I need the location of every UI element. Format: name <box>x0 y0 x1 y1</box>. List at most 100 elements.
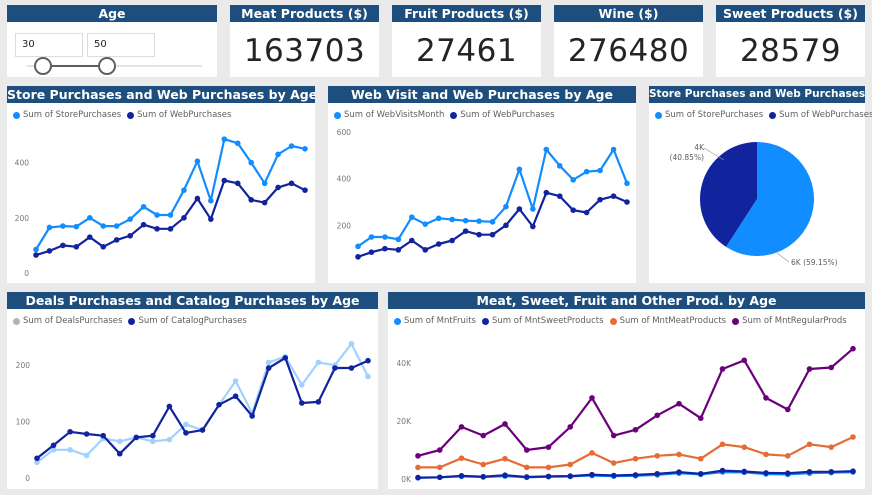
data-point[interactable] <box>436 474 443 481</box>
legend-item[interactable]: Sum of WebVisitsMonth <box>334 110 444 120</box>
legend-item[interactable]: Sum of MntFruits <box>394 316 476 326</box>
series-line[interactable] <box>357 148 629 248</box>
data-point[interactable] <box>348 340 355 347</box>
data-point[interactable] <box>232 378 239 384</box>
data-point[interactable] <box>166 436 173 443</box>
data-point[interactable] <box>624 180 630 187</box>
data-point[interactable] <box>624 199 630 205</box>
data-point[interactable] <box>503 222 509 229</box>
series-line[interactable] <box>417 347 854 457</box>
legend-item[interactable]: Sum of MntSweetProducts <box>482 316 604 326</box>
data-point[interactable] <box>850 434 856 440</box>
data-point[interactable] <box>719 441 726 448</box>
data-point[interactable] <box>181 215 187 221</box>
data-point[interactable] <box>458 473 465 479</box>
data-point[interactable] <box>127 216 133 222</box>
data-point[interactable] <box>33 252 39 258</box>
data-point[interactable] <box>150 438 156 445</box>
slider-min-handle[interactable] <box>34 57 52 75</box>
data-point[interactable] <box>632 472 639 478</box>
data-point[interactable] <box>597 167 603 174</box>
store-web-chart[interactable]: Store Purchases and Web Purchases by Age… <box>7 86 315 283</box>
data-point[interactable] <box>556 163 563 169</box>
data-point[interactable] <box>697 415 704 421</box>
data-point[interactable] <box>502 421 508 427</box>
data-point[interactable] <box>154 226 160 232</box>
data-point[interactable] <box>194 195 201 202</box>
data-point[interactable] <box>589 450 595 456</box>
data-point[interactable] <box>299 382 305 388</box>
data-point[interactable] <box>261 180 268 187</box>
data-point[interactable] <box>545 473 552 480</box>
data-point[interactable] <box>248 159 254 166</box>
products-chart[interactable]: Meat, Sweet, Fruit and Other Prod. by Ag… <box>388 292 865 489</box>
data-point[interactable] <box>100 223 107 229</box>
legend-item[interactable]: Sum of MntMeatProducts <box>609 316 726 326</box>
data-point[interactable] <box>409 237 415 244</box>
data-point[interactable] <box>181 187 187 193</box>
data-point[interactable] <box>850 345 856 352</box>
data-point[interactable] <box>355 243 361 250</box>
data-point[interactable] <box>654 412 661 419</box>
data-point[interactable] <box>719 366 726 372</box>
data-point[interactable] <box>368 234 375 240</box>
data-point[interactable] <box>261 199 268 206</box>
data-point[interactable] <box>545 444 552 450</box>
data-point[interactable] <box>567 461 574 468</box>
data-point[interactable] <box>545 464 552 471</box>
data-point[interactable] <box>221 177 228 184</box>
data-point[interactable] <box>150 432 156 439</box>
data-point[interactable] <box>183 421 189 428</box>
data-point[interactable] <box>208 216 214 222</box>
data-point[interactable] <box>610 472 617 479</box>
data-point[interactable] <box>806 441 813 448</box>
data-point[interactable] <box>476 218 482 224</box>
data-point[interactable] <box>140 221 147 228</box>
data-point[interactable] <box>73 243 80 250</box>
data-point[interactable] <box>116 450 123 457</box>
data-point[interactable] <box>83 452 90 459</box>
data-point[interactable] <box>741 468 748 475</box>
data-point[interactable] <box>828 444 835 450</box>
data-point[interactable] <box>784 453 791 459</box>
data-point[interactable] <box>140 203 147 210</box>
legend-item[interactable]: Sum of WebPurchases <box>127 110 231 120</box>
data-point[interactable] <box>382 245 388 252</box>
data-point[interactable] <box>87 215 93 221</box>
data-point[interactable] <box>503 203 509 210</box>
data-point[interactable] <box>462 217 469 224</box>
data-point[interactable] <box>828 468 835 475</box>
data-point[interactable] <box>567 424 574 430</box>
data-point[interactable] <box>502 472 508 479</box>
data-point[interactable] <box>382 234 388 240</box>
data-point[interactable] <box>489 231 496 238</box>
data-point[interactable] <box>458 424 465 430</box>
data-point[interactable] <box>806 366 813 372</box>
data-point[interactable] <box>676 451 682 458</box>
data-point[interactable] <box>589 395 595 401</box>
data-point[interactable] <box>763 470 769 476</box>
legend-item[interactable]: Sum of MntRegularProds <box>732 316 847 326</box>
data-point[interactable] <box>33 246 39 253</box>
data-point[interactable] <box>516 206 523 212</box>
data-point[interactable] <box>232 393 239 400</box>
data-point[interactable] <box>127 232 133 239</box>
data-point[interactable] <box>348 365 355 371</box>
data-point[interactable] <box>265 359 272 366</box>
data-point[interactable] <box>476 231 482 238</box>
data-point[interactable] <box>50 447 57 453</box>
data-point[interactable] <box>422 221 429 227</box>
data-point[interactable] <box>34 455 40 462</box>
data-point[interactable] <box>50 442 57 449</box>
data-point[interactable] <box>116 438 123 445</box>
data-point[interactable] <box>610 193 617 199</box>
data-point[interactable] <box>583 209 590 216</box>
data-point[interactable] <box>288 180 295 187</box>
data-point[interactable] <box>654 470 661 477</box>
deals-catalog-chart[interactable]: Deals Purchases and Catalog Purchases by… <box>7 292 378 489</box>
data-point[interactable] <box>530 223 536 230</box>
data-point[interactable] <box>436 447 443 453</box>
pie-slice-web[interactable] <box>699 142 757 247</box>
data-point[interactable] <box>409 214 415 220</box>
data-point[interactable] <box>199 427 206 433</box>
